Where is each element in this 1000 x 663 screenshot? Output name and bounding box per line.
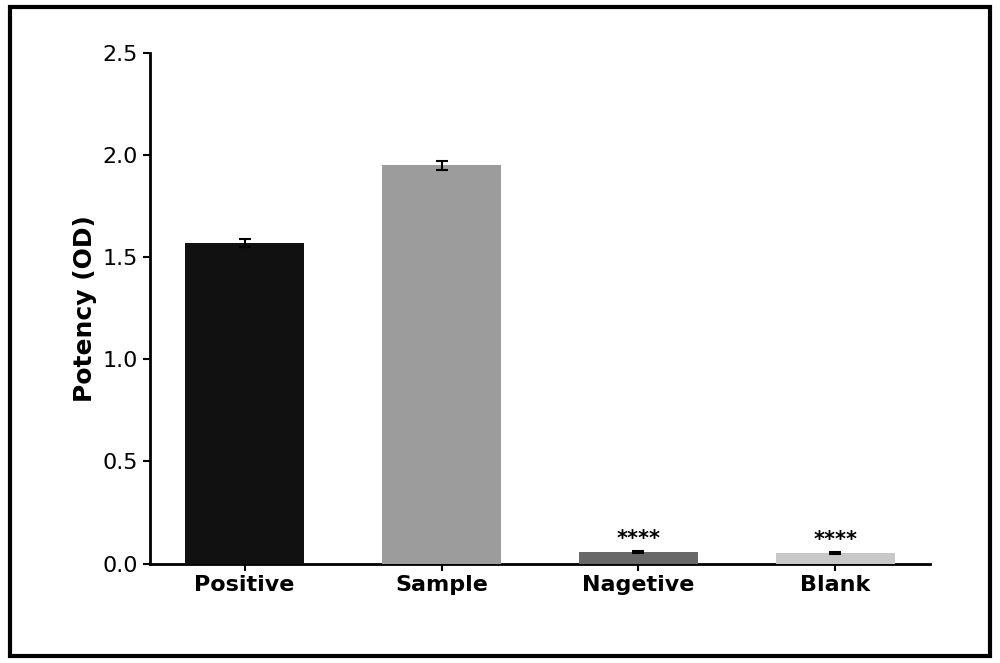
Text: ****: **** [813, 530, 857, 550]
Text: ****: **** [616, 529, 660, 549]
Bar [776, 554, 895, 564]
Bar [382, 165, 501, 564]
Y-axis label: Potency (OD): Potency (OD) [73, 215, 97, 402]
Bar [185, 243, 304, 564]
Bar [579, 552, 698, 564]
